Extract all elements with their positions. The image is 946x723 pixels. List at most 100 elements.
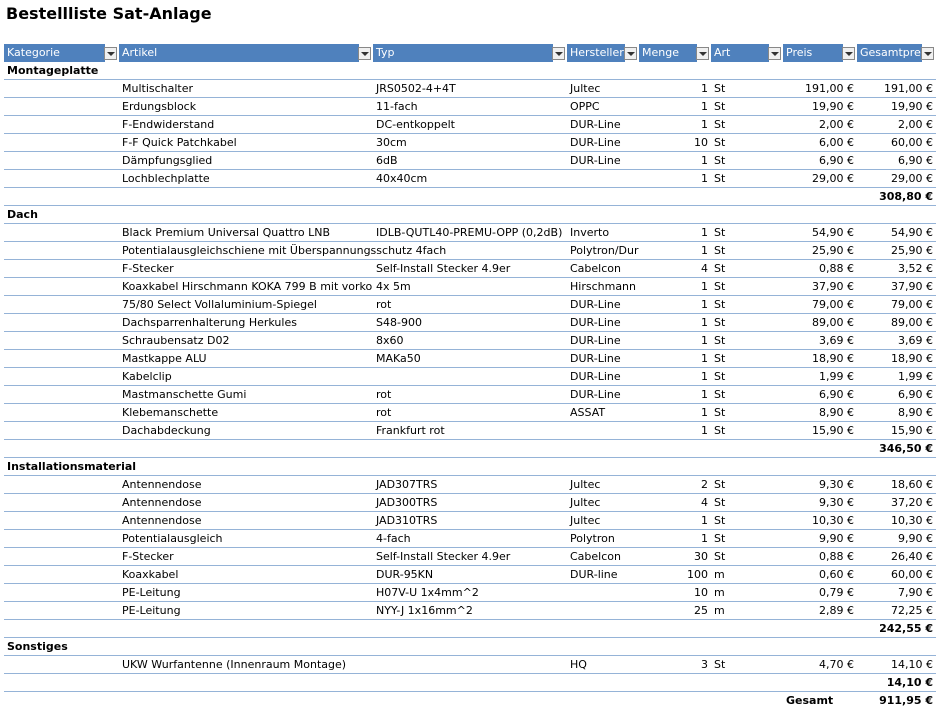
- cell-preis: 6,90 €: [819, 388, 854, 401]
- cell-gesamt: 9,90 €: [898, 532, 933, 545]
- cell-art: St: [714, 172, 726, 185]
- cell-gesamt: 60,00 €: [891, 136, 933, 149]
- cell-gesamt: 1,99 €: [898, 370, 933, 383]
- row-line: [4, 313, 936, 314]
- cell-gesamt: 18,60 €: [891, 478, 933, 491]
- cell-preis: 0,88 €: [819, 550, 854, 563]
- grid-line: [3, 44, 4, 723]
- cell-gesamt: 18,90 €: [891, 352, 933, 365]
- cell-hersteller: OPPC: [570, 100, 600, 113]
- cell-art: St: [714, 82, 726, 95]
- row-line: [4, 619, 936, 620]
- filter-button[interactable]: [104, 47, 117, 60]
- cell-art: St: [714, 100, 726, 113]
- row-line: [4, 241, 936, 242]
- cell-menge: 2: [701, 478, 708, 491]
- cell-menge: 4: [701, 262, 708, 275]
- row-line: [4, 403, 936, 404]
- cell-preis: 3,69 €: [819, 334, 854, 347]
- total-label: Gesamt: [786, 694, 834, 707]
- section-name: Dach: [7, 208, 38, 221]
- cell-preis: 2,89 €: [819, 604, 854, 617]
- section-name: Sonstiges: [7, 640, 68, 653]
- cell-hersteller: DUR-Line: [570, 334, 621, 347]
- row-line: [4, 583, 936, 584]
- cell-typ: rot: [376, 388, 392, 401]
- filter-button[interactable]: [768, 47, 781, 60]
- cell-preis: 89,00 €: [812, 316, 854, 329]
- row-line: [4, 601, 936, 602]
- section-name: Installationsmaterial: [7, 460, 137, 473]
- cell-artikel: Erdungsblock: [122, 100, 197, 113]
- cell-menge: 1: [701, 316, 708, 329]
- filter-button[interactable]: [358, 47, 371, 60]
- cell-artikel: Kabelclip: [122, 370, 172, 383]
- cell-artikel: Koaxkabel: [122, 568, 179, 581]
- cell-gesamt: 14,10 €: [891, 658, 933, 671]
- cell-gesamt: 25,90 €: [891, 244, 933, 257]
- cell-artikel: F-F Quick Patchkabel: [122, 136, 237, 149]
- row-line: [4, 97, 936, 98]
- cell-artikel: 75/80 Select Vollaluminium-Spiegel: [122, 298, 317, 311]
- column-header: Typ: [373, 44, 553, 62]
- cell-artikel: Dachsparrenhalterung Herkules: [122, 316, 297, 329]
- cell-gesamt: 3,69 €: [898, 334, 933, 347]
- cell-preis: 0,60 €: [819, 568, 854, 581]
- cell-artikel: F-Endwiderstand: [122, 118, 215, 131]
- filter-button[interactable]: [842, 47, 855, 60]
- cell-gesamt: 7,90 €: [898, 586, 933, 599]
- cell-art: St: [714, 244, 726, 257]
- cell-menge: 1: [701, 100, 708, 113]
- cell-menge: 1: [701, 244, 708, 257]
- row-line: [4, 421, 936, 422]
- cell-hersteller: DUR-Line: [570, 316, 621, 329]
- cell-hersteller: HQ: [570, 658, 587, 671]
- cell-artikel: Antennendose: [122, 478, 202, 491]
- cell-typ: 40x40cm: [376, 172, 428, 185]
- cell-typ: JAD310TRS: [376, 514, 438, 527]
- cell-menge: 10: [694, 586, 708, 599]
- cell-gesamt: 26,40 €: [891, 550, 933, 563]
- cell-menge: 30: [694, 550, 708, 563]
- cell-preis: 10,30 €: [812, 514, 854, 527]
- cell-art: St: [714, 406, 726, 419]
- cell-preis: 9,30 €: [819, 496, 854, 509]
- cell-menge: 1: [701, 406, 708, 419]
- cell-artikel: Mastmanschette Gumi: [122, 388, 247, 401]
- cell-hersteller: DUR-Line: [570, 154, 621, 167]
- cell-artikel: Dämpfungsglied: [122, 154, 213, 167]
- cell-artikel: Antennendose: [122, 496, 202, 509]
- cell-art: m: [714, 586, 725, 599]
- cell-preis: 9,30 €: [819, 478, 854, 491]
- cell-hersteller: DUR-Line: [570, 136, 621, 149]
- cell-typ: MAKa50: [376, 352, 421, 365]
- cell-art: St: [714, 424, 726, 437]
- cell-menge: 10: [694, 136, 708, 149]
- row-line: [4, 385, 936, 386]
- row-line: [4, 79, 936, 80]
- cell-art: St: [714, 280, 726, 293]
- cell-art: St: [714, 352, 726, 365]
- row-line: [4, 115, 936, 116]
- filter-button[interactable]: [696, 47, 709, 60]
- cell-artikel: PE-Leitung: [122, 604, 181, 617]
- row-line: [4, 529, 936, 530]
- filter-button[interactable]: [921, 47, 934, 60]
- row-line: [4, 637, 936, 638]
- column-header: Preis: [783, 44, 843, 62]
- subtotal: 308,80 €: [879, 190, 933, 203]
- filter-button[interactable]: [624, 47, 637, 60]
- row-line: [4, 133, 936, 134]
- cell-artikel: Schraubensatz D02: [122, 334, 230, 347]
- row-line: [4, 169, 936, 170]
- cell-hersteller: DUR-Line: [570, 370, 621, 383]
- row-line: [4, 259, 936, 260]
- cell-menge: 1: [701, 82, 708, 95]
- filter-button[interactable]: [552, 47, 565, 60]
- cell-art: St: [714, 136, 726, 149]
- cell-menge: 1: [701, 172, 708, 185]
- cell-typ: 8x60: [376, 334, 404, 347]
- column-header: Kategorie: [4, 44, 105, 62]
- cell-gesamt: 37,20 €: [891, 496, 933, 509]
